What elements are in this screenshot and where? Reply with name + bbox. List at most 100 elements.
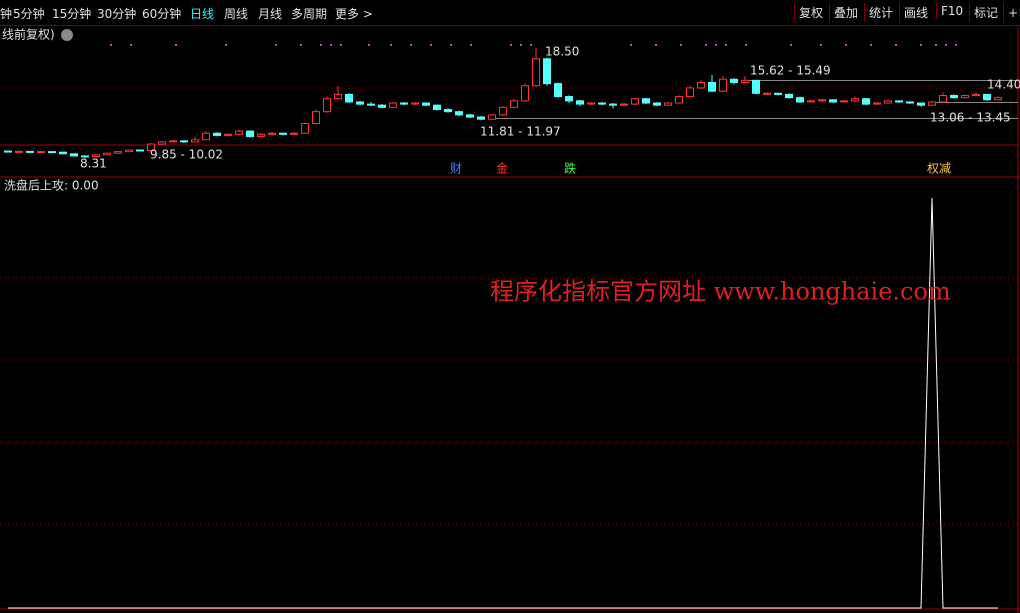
tool-button[interactable]: F10 [936,3,967,19]
info-dot [320,44,322,46]
tool-button[interactable]: 画线 [899,3,932,22]
candle-body [367,103,375,106]
candle-body [4,150,12,153]
candle-body [532,58,540,87]
candle-body [939,94,947,103]
dropdown [61,29,73,41]
info-dot [655,44,657,46]
candle-body [862,98,870,105]
candle-body [719,78,727,92]
period-tab[interactable]: 多周期 [291,7,328,21]
candle-body [455,111,463,116]
candle-body [994,97,1002,101]
tool-button[interactable]: 统计 [864,3,897,22]
tool-button[interactable]: +自 [1003,3,1020,22]
candle-body [785,93,793,99]
candle-body [928,101,936,106]
candle-body [587,102,595,105]
info-dot [330,44,332,46]
candle-body [972,93,980,96]
candle-body [389,102,397,108]
event-tag: 权减 [927,162,951,176]
candle-body [807,100,815,103]
period-tab[interactable]: 周线 [224,7,249,21]
info-dot [275,44,277,46]
candle-body [411,102,419,105]
candle-body [81,155,89,158]
candle-body [598,102,606,105]
info-dot [110,44,112,46]
candle-body [873,102,881,105]
period-tab[interactable]: 60分钟 [142,7,182,21]
candle-body [356,101,364,105]
candle-body [301,123,309,134]
info-dot [955,44,957,46]
info-dot [725,44,727,46]
candle-body [169,140,177,143]
info-dot [920,44,922,46]
candle-body [686,87,694,98]
candle-body [180,140,188,143]
info-dot [410,44,412,46]
candle-body [48,151,56,154]
candle-body [664,102,672,106]
candle-body [334,93,342,100]
candle-body [488,114,496,120]
period-tab[interactable]: 钟 [0,7,13,21]
info-dot [945,44,947,46]
candle-body [565,96,573,102]
event-tag: 金 [496,161,508,176]
info-dot [390,44,392,46]
period-tab[interactable]: 月线 [258,7,283,21]
candle-body [708,82,716,92]
candle-body [26,150,34,153]
info-dot [175,44,177,46]
candle-body [763,92,771,95]
candle-body [752,79,760,94]
period-tab[interactable]: 15分钟 [52,7,92,21]
info-dot [300,44,302,46]
indicator-line [8,197,998,609]
tool-button[interactable]: 复权 [794,3,827,22]
candle-body [521,85,529,102]
period-tab[interactable]: 更多 > [335,7,373,21]
candle-body [510,100,518,108]
period-tab[interactable]: 30分钟 [97,7,137,21]
candle-body [433,104,441,111]
info-dot [745,44,747,46]
candle-body [642,98,650,104]
info-dot [368,44,370,46]
candle-body [829,99,837,103]
candle-body [37,151,45,154]
price-annotation: 11.81 - 11.97 [480,125,561,139]
candle-body [114,151,122,154]
info-dot [680,44,682,46]
info-dot [820,44,822,46]
candle-body [675,96,683,104]
candle-body [499,106,507,116]
candle-body [576,100,584,105]
main-title: 线前复权) [2,27,55,42]
candle-body [345,93,353,103]
candle-body [136,149,144,152]
candle-body [818,99,826,102]
price-annotation: 8.31 [80,157,107,171]
candle-body [840,100,848,103]
candle-body [466,114,474,118]
candle-body [103,152,111,156]
period-tab[interactable]: 5分钟 [13,7,45,21]
period-tab[interactable]: 日线 [190,7,215,21]
candle-body [620,103,628,106]
tool-button[interactable]: 叠加 [829,3,862,22]
candle-body [543,58,551,85]
info-dot [340,44,342,46]
candle-body [895,100,903,103]
candle-body [268,132,276,135]
tool-button[interactable]: 标记 [969,3,1002,22]
candle-body [400,102,408,105]
candle-body [290,132,298,135]
info-dot [845,44,847,46]
candle-body [653,102,661,106]
info-dot [895,44,897,46]
